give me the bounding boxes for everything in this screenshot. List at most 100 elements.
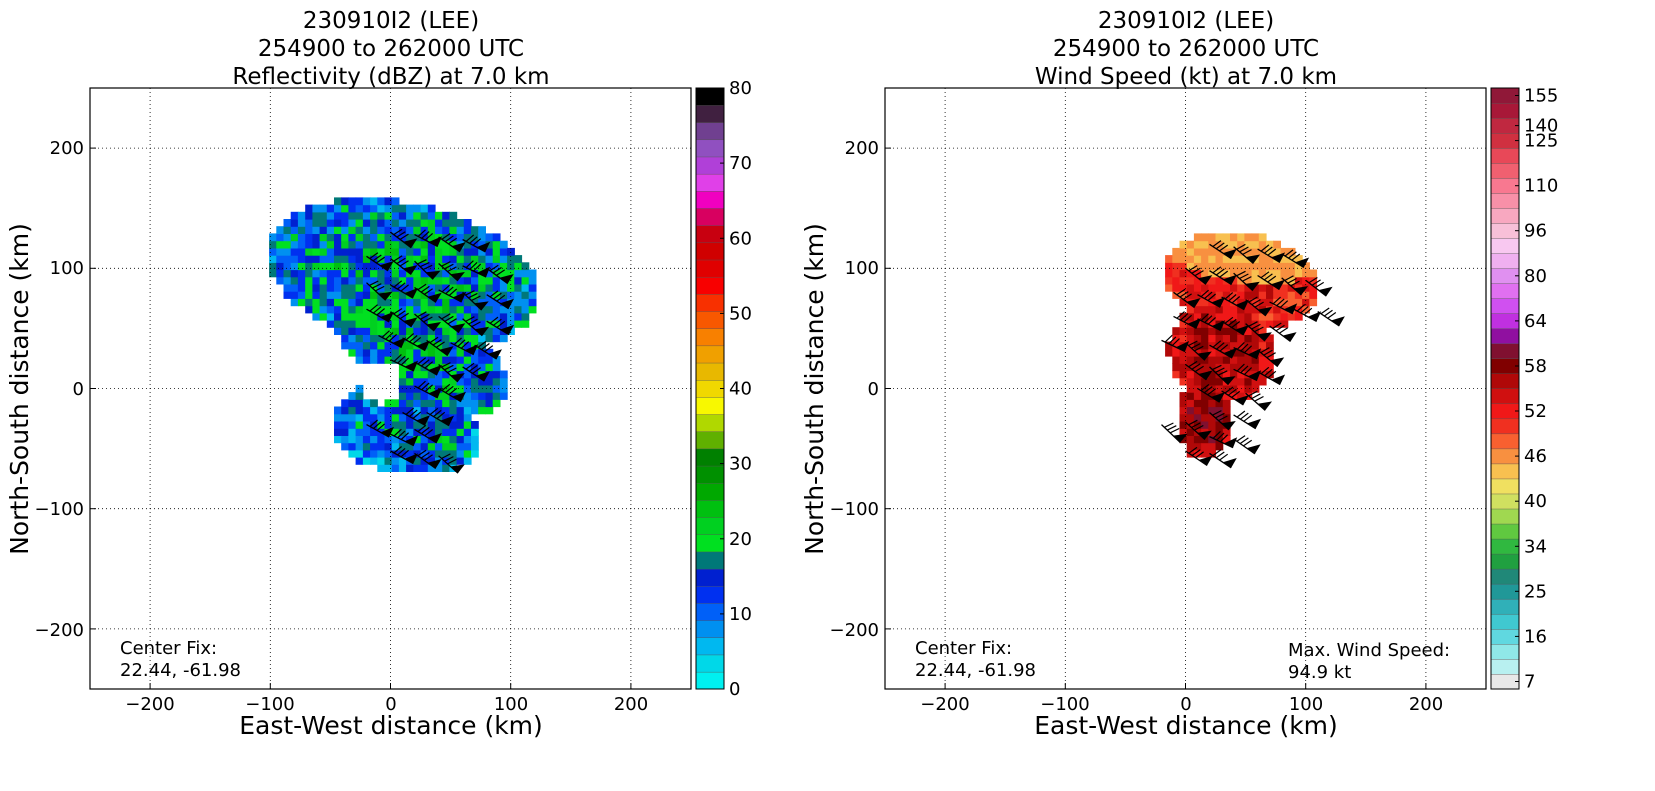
colorbar-segment (1490, 463, 1520, 480)
field-cell (391, 204, 400, 213)
field-cell (326, 226, 335, 234)
field-cell (463, 413, 472, 422)
field-cell (1193, 233, 1202, 242)
field-cell (521, 291, 530, 299)
field-cell (442, 211, 450, 220)
field-cell (362, 211, 371, 220)
wind-barb (1197, 384, 1225, 403)
field-cell (420, 211, 429, 220)
field-cell (420, 464, 429, 472)
field-cell (370, 233, 378, 242)
field-cell (398, 435, 407, 444)
field-cell (1287, 269, 1296, 278)
field-cell (1201, 291, 1209, 299)
field-cell (1208, 320, 1217, 328)
wind-barb (402, 333, 430, 352)
field-cell (463, 269, 472, 278)
field-cell (1201, 269, 1209, 278)
field-cell (305, 247, 313, 256)
wind-barb (414, 449, 442, 470)
field-cell (384, 341, 393, 350)
field-cell (377, 298, 386, 307)
field-cell (449, 370, 458, 379)
field-cell (492, 320, 501, 328)
field-cell (384, 269, 393, 278)
field-cell (341, 298, 349, 307)
field-cell (420, 255, 429, 263)
field-cell (334, 233, 342, 242)
field-cell (456, 320, 465, 328)
field-cell (1179, 334, 1188, 343)
colorbar-segment (1490, 583, 1520, 600)
colorbar-segment (1490, 253, 1520, 269)
colorbar-segment (695, 328, 725, 347)
field-cell (492, 312, 501, 321)
field-cell (370, 291, 378, 299)
field-cell (521, 298, 530, 307)
field-cell (442, 428, 450, 436)
field-cell (427, 457, 436, 465)
field-cell (362, 276, 371, 285)
field-cell (1251, 247, 1260, 256)
field-cell (297, 276, 306, 285)
field-cell (362, 240, 371, 249)
field-cell (1266, 341, 1274, 350)
field-cell (398, 269, 407, 278)
field-cell (427, 363, 436, 372)
field-cell (370, 320, 378, 328)
field-cell (1244, 341, 1253, 350)
field-cell (1258, 291, 1267, 299)
field-cell (348, 204, 357, 213)
field-cell (370, 406, 378, 415)
wind-barb (462, 290, 489, 311)
field-cell (1280, 291, 1289, 299)
field-cell (355, 435, 364, 444)
field-cell (485, 233, 494, 242)
field-cell (341, 413, 349, 422)
field-cell (326, 276, 335, 285)
field-cell (499, 283, 508, 292)
field-cell (341, 341, 349, 350)
colorbar-segment (1490, 283, 1520, 299)
field-cell (1193, 240, 1202, 249)
field-cell (326, 240, 335, 249)
colorbar-segment (1490, 388, 1520, 405)
colorbar-segment (695, 139, 725, 158)
field-cell (398, 276, 407, 285)
field-cell (1193, 327, 1202, 335)
field-cell (1237, 305, 1245, 314)
field-cell (334, 204, 342, 213)
wind-barb (1305, 276, 1333, 297)
field-cell (420, 428, 429, 436)
field-cell (384, 247, 393, 256)
colorbar-segment (695, 414, 725, 432)
field-cell (478, 399, 486, 408)
field-cell (384, 413, 393, 422)
field-cell (1193, 413, 1202, 422)
field-cell (326, 269, 335, 278)
field-cell (1193, 312, 1202, 321)
colorbar-segment (1490, 403, 1520, 420)
wind-title-line2: 254900 to 262000 UTC (1053, 36, 1319, 62)
field-cell (1186, 327, 1195, 335)
field-cell (283, 255, 292, 263)
field-cell (1186, 370, 1195, 379)
field-cell (1251, 334, 1260, 343)
colorbar-segment (1490, 268, 1520, 284)
colorbar-segment (1490, 238, 1520, 254)
field-cell (355, 442, 364, 451)
field-cell (1215, 312, 1224, 321)
field-cell (319, 262, 328, 271)
field-cell (1186, 421, 1195, 429)
colorbar-tick-label: 96 (1524, 221, 1547, 242)
field-cell (283, 269, 292, 278)
field-cell (1251, 276, 1260, 285)
wind-barb (438, 362, 465, 383)
field-cell (449, 435, 458, 444)
field-cell (406, 399, 414, 408)
field-cell (406, 233, 414, 242)
field-cell (1251, 305, 1260, 314)
colorbar-segment (695, 551, 725, 570)
field-cell (1222, 370, 1231, 379)
field-cell (1237, 255, 1245, 263)
